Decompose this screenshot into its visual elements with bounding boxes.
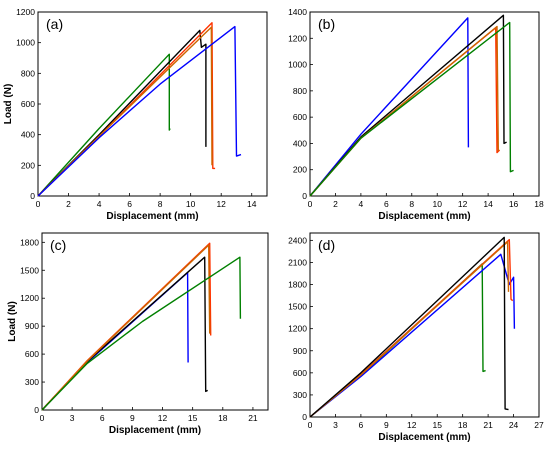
x-axis-label: Displacement (mm) — [109, 425, 201, 436]
panel-label: (b) — [318, 16, 335, 32]
x-tick-label: 2 — [66, 199, 71, 209]
x-tick-label: 4 — [359, 199, 364, 209]
x-tick-label: 0 — [308, 199, 313, 209]
y-tick-label: 2100 — [288, 257, 307, 267]
series-line-4 — [41, 244, 211, 411]
y-tick-label: 1800 — [20, 237, 39, 247]
x-tick-label: 18 — [458, 420, 468, 430]
y-tick-label: 0 — [302, 191, 307, 201]
x-tick-label: 27 — [534, 420, 544, 430]
y-tick-label: 900 — [293, 346, 307, 356]
series-line-1 — [41, 271, 189, 411]
series-line-4 — [309, 241, 510, 418]
series-line-5 — [309, 236, 509, 418]
y-tick-label: 1800 — [288, 280, 307, 290]
panel-label: (c) — [50, 237, 66, 253]
x-tick-label: 24 — [509, 420, 519, 430]
y-axis-label: Load (N) — [3, 84, 14, 125]
y-tick-label: 1500 — [20, 265, 39, 275]
x-tick-label: 18 — [218, 413, 228, 423]
series-line-2 — [41, 256, 209, 411]
y-tick-label: 800 — [21, 68, 35, 78]
y-tick-label: 900 — [25, 321, 39, 331]
y-tick-label: 1200 — [288, 33, 307, 43]
y-tick-label: 1200 — [16, 7, 35, 17]
y-tick-label: 0 — [30, 191, 35, 201]
x-tick-label: 21 — [483, 420, 493, 430]
x-tick-label: 21 — [248, 413, 258, 423]
x-tick-label: 3 — [333, 420, 338, 430]
x-tick-label: 6 — [359, 420, 364, 430]
series-line-5 — [41, 256, 242, 411]
series-line-1 — [37, 53, 171, 197]
x-tick-label: 3 — [70, 413, 75, 423]
y-tick-label: 400 — [293, 138, 307, 148]
y-tick-label: 600 — [21, 99, 35, 109]
y-tick-label: 200 — [293, 165, 307, 175]
y-tick-label: 200 — [21, 160, 35, 170]
x-tick-label: 10 — [186, 199, 196, 209]
y-tick-label: 2400 — [288, 235, 307, 245]
y-tick-label: 1000 — [16, 38, 35, 48]
y-tick-label: 400 — [21, 130, 35, 140]
x-tick-label: 0 — [40, 413, 45, 423]
y-tick-label: 600 — [25, 349, 39, 359]
plot-frame — [309, 232, 540, 418]
x-tick-label: 14 — [247, 199, 257, 209]
x-axis-label: Displacement (mm) — [378, 432, 470, 443]
x-axis-label: Displacement (mm) — [106, 211, 198, 222]
y-tick-label: 1400 — [288, 7, 307, 17]
x-tick-label: 14 — [483, 199, 493, 209]
y-tick-label: 1200 — [20, 293, 39, 303]
series-line-5 — [309, 21, 514, 197]
x-tick-label: 12 — [158, 413, 168, 423]
x-tick-label: 4 — [97, 199, 102, 209]
x-tick-label: 6 — [384, 199, 389, 209]
x-tick-label: 12 — [458, 199, 468, 209]
chart-panel-4: 0 3 6 9 12 15 18 21 24 27 0 300 600 900 1200 1500 1800 21… — [288, 232, 544, 443]
plot-frame — [41, 232, 269, 411]
x-axis-label: Displacement (mm) — [378, 211, 470, 222]
series-line-4 — [309, 25, 499, 197]
x-tick-label: 8 — [158, 199, 163, 209]
x-tick-label: 15 — [432, 420, 442, 430]
y-tick-label: 0 — [302, 412, 307, 422]
x-tick-label: 12 — [407, 420, 417, 430]
chart-panel-2: 0 2 4 6 8 10 12 14 16 18 0 200 400 600 800 1000 1200 1400… — [288, 7, 544, 222]
y-tick-label: 1500 — [288, 302, 307, 312]
y-tick-label: 300 — [293, 390, 307, 400]
series-line-2 — [37, 29, 207, 197]
y-tick-label: 600 — [293, 368, 307, 378]
x-tick-label: 9 — [130, 413, 135, 423]
y-axis-label: Load (N) — [7, 301, 18, 342]
y-tick-label: 1000 — [288, 60, 307, 70]
x-tick-label: 9 — [384, 420, 389, 430]
x-tick-label: 15 — [188, 413, 198, 423]
x-tick-label: 12 — [216, 199, 226, 209]
x-tick-label: 2 — [333, 199, 338, 209]
y-tick-label: 600 — [293, 112, 307, 122]
x-tick-label: 10 — [432, 199, 442, 209]
chart-panel-3: 0 3 6 9 12 15 18 21 0 300 600 900 1200 1500 1800 Displa… — [7, 232, 269, 436]
series-line-5 — [37, 25, 242, 197]
chart-panel-1: 0 2 4 6 8 10 12 14 0 200 400 600 800 1000 1200 Displace… — [3, 7, 268, 222]
plot-frame — [37, 11, 268, 197]
series-line-1 — [309, 17, 470, 197]
x-tick-label: 6 — [100, 413, 105, 423]
panel-label: (d) — [318, 237, 335, 253]
x-tick-label: 0 — [36, 199, 41, 209]
plot-frame — [309, 11, 540, 197]
x-tick-label: 8 — [409, 199, 414, 209]
x-tick-label: 6 — [127, 199, 132, 209]
y-tick-label: 300 — [25, 377, 39, 387]
x-tick-label: 16 — [509, 199, 519, 209]
y-tick-label: 0 — [34, 405, 39, 415]
panel-label: (a) — [46, 16, 63, 32]
x-tick-label: 0 — [308, 420, 313, 430]
y-tick-label: 800 — [293, 86, 307, 96]
x-tick-label: 18 — [534, 199, 544, 209]
y-tick-label: 1200 — [288, 324, 307, 334]
